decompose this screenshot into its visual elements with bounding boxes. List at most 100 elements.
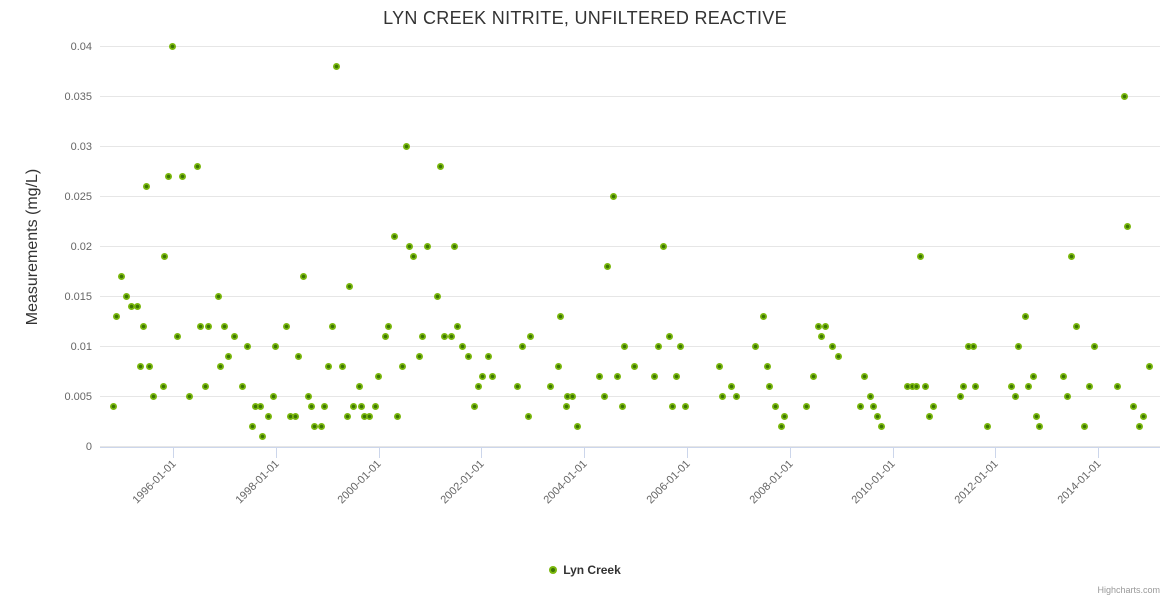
data-point[interactable] [454,323,462,330]
data-point[interactable] [613,373,621,380]
data-point[interactable] [1129,403,1137,410]
data-point[interactable] [655,343,663,350]
data-point[interactable] [292,413,300,420]
data-point[interactable] [964,343,972,350]
data-point[interactable] [1024,383,1032,390]
data-point[interactable] [214,293,222,300]
data-point[interactable] [733,393,741,400]
data-point[interactable] [665,333,673,340]
data-point[interactable] [459,343,467,350]
data-point[interactable] [763,363,771,370]
data-point[interactable] [470,403,478,410]
data-point[interactable] [437,163,445,170]
data-point[interactable] [230,333,238,340]
data-point[interactable] [178,173,186,180]
data-point[interactable] [1035,423,1043,430]
data-point[interactable] [299,273,307,280]
data-point[interactable] [1011,393,1019,400]
data-point[interactable] [117,273,125,280]
data-point[interactable] [828,343,836,350]
data-point[interactable] [834,353,842,360]
data-point[interactable] [217,363,225,370]
data-point[interactable] [295,353,303,360]
data-point[interactable] [772,403,780,410]
legend-item-lyn-creek[interactable]: Lyn Creek [0,563,1170,577]
data-point[interactable] [159,383,167,390]
data-point[interactable] [374,373,382,380]
data-point[interactable] [259,433,267,440]
data-point[interactable] [1120,93,1128,100]
data-point[interactable] [239,383,247,390]
data-point[interactable] [165,173,173,180]
data-point[interactable] [921,383,929,390]
data-point[interactable] [777,423,785,430]
credits-link[interactable]: Highcharts.com [1097,585,1160,595]
data-point[interactable] [286,413,294,420]
data-point[interactable] [718,393,726,400]
data-point[interactable] [355,383,363,390]
data-point[interactable] [547,383,555,390]
data-point[interactable] [814,323,822,330]
data-point[interactable] [609,193,617,200]
data-point[interactable] [1067,253,1075,260]
data-point[interactable] [1008,383,1016,390]
data-point[interactable] [970,343,978,350]
data-point[interactable] [1021,313,1029,320]
data-point[interactable] [403,143,411,150]
data-point[interactable] [1135,423,1143,430]
data-point[interactable] [317,423,325,430]
data-point[interactable] [257,403,265,410]
data-point[interactable] [150,393,158,400]
data-point[interactable] [360,413,368,420]
data-point[interactable] [1090,343,1098,350]
data-point[interactable] [146,363,154,370]
data-point[interactable] [243,343,251,350]
data-point[interactable] [619,403,627,410]
data-point[interactable] [780,413,788,420]
data-point[interactable] [282,323,290,330]
data-point[interactable] [621,343,629,350]
data-point[interactable] [930,403,938,410]
data-point[interactable] [133,303,141,310]
data-point[interactable] [143,183,151,190]
data-point[interactable] [173,333,181,340]
data-point[interactable] [324,363,332,370]
data-point[interactable] [514,383,522,390]
data-point[interactable] [630,363,638,370]
data-point[interactable] [903,383,911,390]
data-point[interactable] [1072,323,1080,330]
data-point[interactable] [759,313,767,320]
data-point[interactable] [248,423,256,430]
data-point[interactable] [193,163,201,170]
data-point[interactable] [1114,383,1122,390]
data-point[interactable] [320,403,328,410]
data-point[interactable] [264,413,272,420]
data-point[interactable] [959,383,967,390]
data-point[interactable] [338,363,346,370]
data-point[interactable] [479,373,487,380]
data-point[interactable] [205,323,213,330]
data-point[interactable] [752,343,760,350]
data-point[interactable] [861,373,869,380]
data-point[interactable] [1014,343,1022,350]
data-point[interactable] [484,353,492,360]
data-point[interactable] [873,413,881,420]
data-point[interactable] [822,323,830,330]
data-point[interactable] [329,323,337,330]
data-point[interactable] [869,403,877,410]
data-point[interactable] [1145,363,1153,370]
data-point[interactable] [415,353,423,360]
data-point[interactable] [186,393,194,400]
data-point[interactable] [450,243,458,250]
data-point[interactable] [128,303,136,310]
data-point[interactable] [197,323,205,330]
data-point[interactable] [803,403,811,410]
data-point[interactable] [272,343,280,350]
data-point[interactable] [202,383,210,390]
data-point[interactable] [1064,393,1072,400]
data-point[interactable] [344,413,352,420]
data-point[interactable] [569,393,577,400]
data-point[interactable] [817,333,825,340]
data-point[interactable] [221,323,229,330]
data-point[interactable] [122,293,130,300]
